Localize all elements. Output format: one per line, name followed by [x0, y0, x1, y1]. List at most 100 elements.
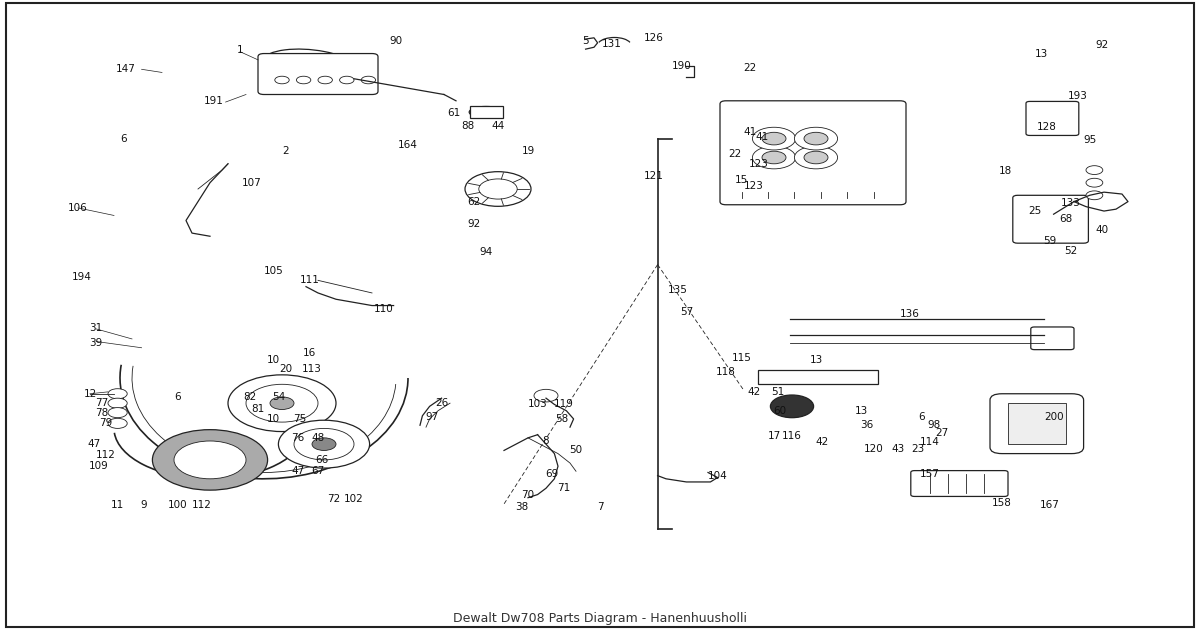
Circle shape	[361, 76, 376, 84]
Text: 105: 105	[264, 266, 283, 276]
Text: 40: 40	[1096, 225, 1108, 235]
Text: 116: 116	[782, 431, 802, 441]
Text: 100: 100	[168, 500, 187, 510]
Text: 7: 7	[596, 502, 604, 512]
Circle shape	[152, 430, 268, 490]
Text: 59: 59	[1043, 236, 1057, 246]
Text: 102: 102	[344, 494, 364, 504]
Text: 13: 13	[854, 406, 869, 416]
Text: 193: 193	[1068, 91, 1087, 101]
Circle shape	[174, 441, 246, 479]
Text: 52: 52	[1063, 246, 1078, 256]
Text: 57: 57	[679, 307, 694, 317]
Text: 164: 164	[398, 140, 418, 150]
Text: 60: 60	[774, 406, 786, 416]
Text: 67: 67	[311, 466, 325, 476]
Circle shape	[762, 132, 786, 145]
Text: 90: 90	[390, 36, 402, 46]
Text: 42: 42	[815, 437, 829, 447]
Text: 38: 38	[515, 502, 529, 512]
Circle shape	[108, 418, 127, 428]
Bar	[1008, 403, 1066, 444]
Circle shape	[534, 389, 558, 402]
Text: 19: 19	[521, 146, 535, 156]
Text: 54: 54	[271, 392, 286, 402]
Text: 39: 39	[89, 338, 103, 348]
Circle shape	[762, 151, 786, 164]
Text: 98: 98	[926, 420, 941, 430]
Text: 47: 47	[86, 439, 101, 449]
Text: 112: 112	[96, 450, 115, 460]
Text: 77: 77	[95, 398, 109, 408]
Text: 42: 42	[746, 387, 761, 397]
Text: 72: 72	[326, 494, 341, 504]
Text: 68: 68	[1058, 214, 1073, 224]
Text: 158: 158	[992, 498, 1012, 508]
Text: 82: 82	[242, 392, 257, 402]
Text: 5: 5	[582, 36, 589, 46]
Text: 119: 119	[554, 399, 574, 410]
Circle shape	[340, 76, 354, 84]
Bar	[470, 106, 503, 118]
Ellipse shape	[469, 106, 503, 118]
Ellipse shape	[466, 171, 530, 207]
Circle shape	[752, 127, 796, 150]
Text: 109: 109	[89, 461, 108, 471]
Text: 15: 15	[734, 175, 749, 185]
Text: 36: 36	[859, 420, 874, 430]
Circle shape	[1086, 166, 1103, 175]
Circle shape	[794, 146, 838, 169]
Text: 6: 6	[120, 134, 127, 144]
Text: 20: 20	[280, 364, 292, 374]
Text: 92: 92	[467, 219, 481, 229]
Text: 97: 97	[425, 412, 439, 422]
Text: 10: 10	[268, 414, 280, 424]
Text: 104: 104	[708, 471, 727, 481]
Text: 114: 114	[920, 437, 940, 447]
Circle shape	[294, 428, 354, 460]
Circle shape	[108, 398, 127, 408]
Text: 75: 75	[293, 414, 307, 424]
Circle shape	[804, 151, 828, 164]
Text: 44: 44	[491, 121, 505, 131]
Text: 76: 76	[290, 433, 305, 443]
Text: 70: 70	[522, 490, 534, 500]
Text: 17: 17	[767, 431, 781, 441]
Text: 26: 26	[434, 398, 449, 408]
Text: 61: 61	[446, 108, 461, 118]
Text: 106: 106	[68, 203, 88, 213]
Text: 135: 135	[668, 285, 688, 295]
Bar	[758, 370, 878, 384]
Text: 118: 118	[716, 367, 736, 377]
Text: 121: 121	[644, 171, 664, 181]
Text: 78: 78	[95, 408, 109, 418]
Text: 92: 92	[1094, 40, 1109, 50]
Text: 157: 157	[920, 469, 940, 479]
Text: 147: 147	[116, 64, 136, 74]
Text: 13: 13	[809, 355, 823, 365]
Circle shape	[270, 397, 294, 410]
Text: 113: 113	[302, 364, 322, 374]
Text: 69: 69	[545, 469, 559, 479]
Text: 6: 6	[174, 392, 181, 402]
Text: 110: 110	[374, 304, 394, 314]
Text: 8: 8	[542, 436, 550, 446]
Text: 115: 115	[732, 353, 751, 363]
Text: 190: 190	[672, 61, 691, 71]
Text: 13: 13	[1034, 49, 1049, 59]
Text: 16: 16	[302, 348, 317, 358]
Text: 126: 126	[644, 33, 664, 43]
Text: 133: 133	[1061, 198, 1080, 208]
Circle shape	[108, 408, 127, 418]
Text: 81: 81	[251, 404, 265, 415]
Circle shape	[108, 389, 127, 399]
Text: 6: 6	[918, 412, 925, 422]
Text: 136: 136	[900, 309, 919, 319]
Text: 120: 120	[864, 444, 883, 454]
FancyBboxPatch shape	[1013, 195, 1088, 243]
Text: 43: 43	[890, 444, 905, 454]
FancyBboxPatch shape	[911, 471, 1008, 496]
Circle shape	[296, 76, 311, 84]
Text: 48: 48	[311, 433, 325, 443]
Text: 27: 27	[935, 428, 949, 438]
